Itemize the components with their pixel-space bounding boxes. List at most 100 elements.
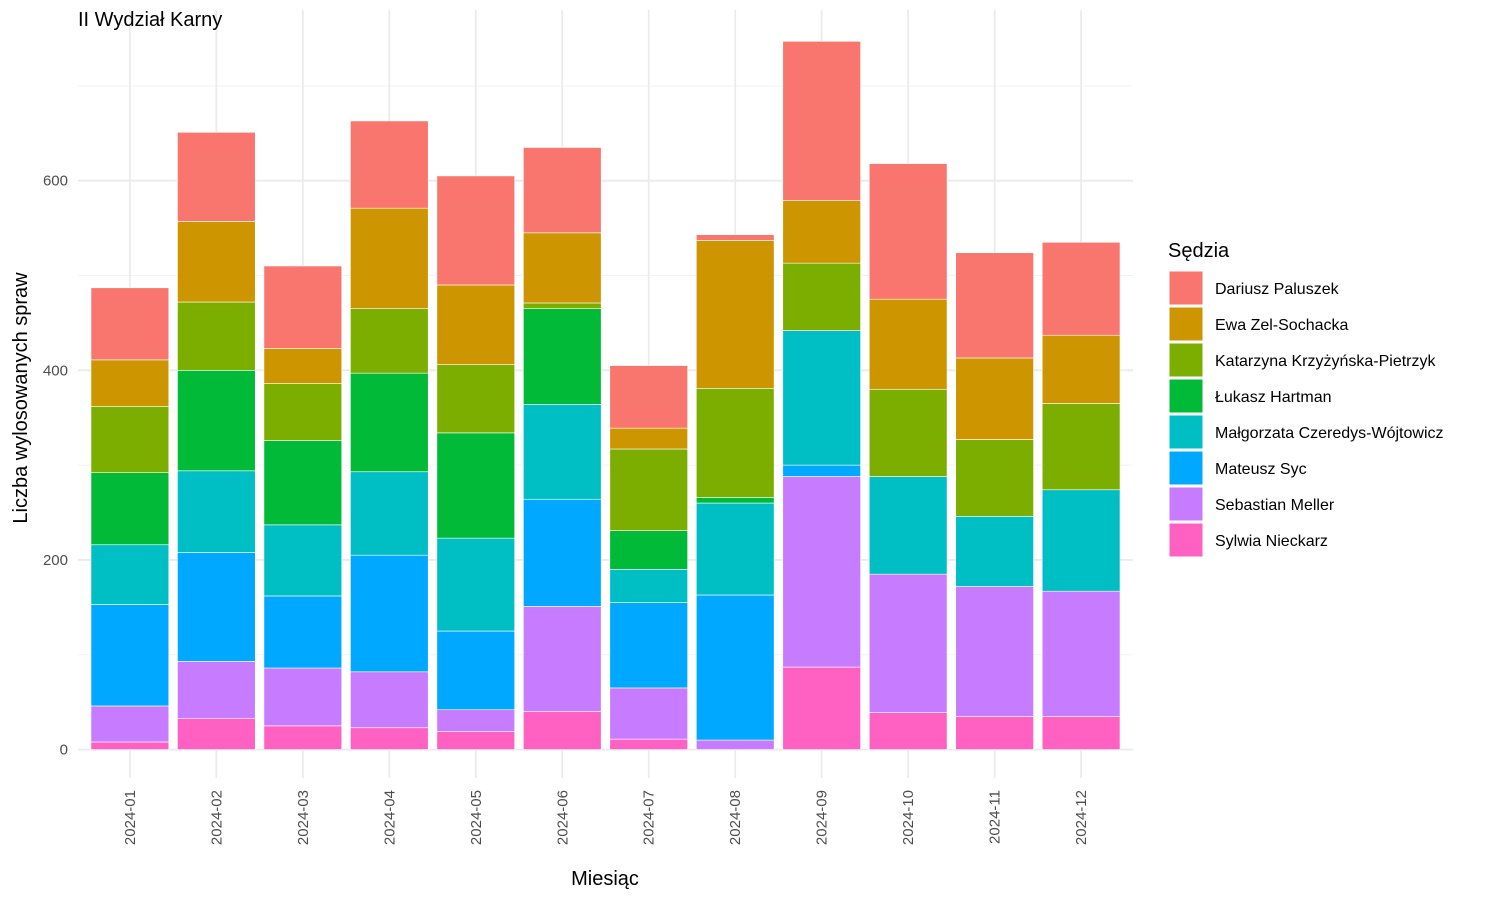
bar-segment	[263, 348, 343, 384]
legend-label: Łukasz Hartman	[1215, 389, 1332, 406]
x-axis-title: Miesiąc	[571, 868, 639, 890]
bar-segment	[955, 252, 1034, 359]
bar-segment	[523, 302, 602, 309]
bar-segment	[90, 287, 170, 361]
legend-key	[1168, 414, 1204, 450]
bar-segment	[609, 569, 688, 603]
x-tick-label: 2024-09	[814, 790, 831, 845]
bar-segment	[90, 472, 170, 546]
legend-label: Mateusz Syc	[1215, 461, 1307, 478]
bar-segment	[263, 595, 343, 669]
bar-segment	[436, 709, 516, 732]
bar-segment	[868, 712, 948, 750]
bar-segment	[782, 464, 861, 477]
bar-segment	[782, 476, 861, 668]
legend-label: Małgorzata Czeredys-Wójtowicz	[1215, 425, 1444, 442]
bar-segment	[523, 232, 602, 304]
x-axis-ticks: 2024-01 2024-02 2024-03 2024-04 2024-05 2024-…	[122, 790, 1090, 845]
bar-segment	[1041, 241, 1121, 336]
bar-segment	[1041, 334, 1121, 404]
bar-segment	[523, 404, 602, 500]
bar-segment	[782, 262, 861, 331]
bar-segment	[695, 240, 775, 389]
bar-segment	[436, 731, 516, 750]
bar-segment	[177, 221, 256, 303]
x-tick-label: 2024-10	[900, 790, 917, 845]
legend: Sędzia Dariusz Paluszek Ewa Zel-Sochacka K…	[1168, 240, 1444, 558]
bar-segments	[90, 40, 1121, 750]
x-tick-label: 2024-03	[295, 790, 312, 845]
legend-label: Ewa Zel-Sochacka	[1215, 317, 1348, 334]
bar-segment	[1041, 590, 1121, 717]
bar-segment	[609, 602, 688, 689]
legend-label: Sylwia Nieckarz	[1215, 533, 1328, 550]
y-tick-label: 600	[43, 173, 68, 190]
legend-title: Sędzia	[1168, 240, 1230, 262]
legend-label: Katarzyna Krzyżyńska-Pietrzyk	[1215, 353, 1437, 370]
bar-segment	[90, 544, 170, 605]
bar-segment	[436, 537, 516, 632]
bar-segment	[350, 120, 429, 209]
bar-segment	[90, 406, 170, 473]
bar-segment	[868, 476, 948, 575]
bar-segment	[350, 471, 429, 556]
legend-label: Dariusz Paluszek	[1215, 281, 1340, 298]
bar-segment	[523, 606, 602, 712]
bar-segment	[263, 524, 343, 597]
bar-segment	[523, 711, 602, 750]
y-tick-label: 0	[60, 742, 68, 759]
bar-segment	[263, 667, 343, 727]
bar-segment	[695, 502, 775, 596]
bar-segment	[609, 738, 688, 750]
x-tick-label: 2024-02	[208, 790, 225, 845]
bar-segment	[177, 132, 256, 222]
bar-segment	[263, 265, 343, 349]
x-tick-label: 2024-04	[381, 790, 398, 845]
bar-segment	[695, 739, 775, 750]
legend-key	[1168, 342, 1204, 378]
bar-segment	[263, 440, 343, 526]
bar-segment	[609, 448, 688, 531]
bar-segment	[782, 200, 861, 264]
bar-segment	[695, 497, 775, 504]
bar-segment	[436, 364, 516, 434]
bar-segment	[955, 586, 1034, 717]
bar-segment	[955, 357, 1034, 440]
legend-items: Dariusz Paluszek Ewa Zel-Sochacka Katarzyn…	[1168, 270, 1444, 558]
bar-segment	[609, 687, 688, 740]
bar-segment	[868, 573, 948, 713]
y-axis-ticks: 0 200 400 600	[43, 173, 68, 759]
bar-segment	[436, 284, 516, 365]
legend-label: Sebastian Meller	[1215, 497, 1335, 514]
bar-segment	[782, 666, 861, 750]
x-tick-label: 2024-01	[122, 790, 139, 845]
bar-segment	[350, 671, 429, 729]
x-tick-label: 2024-11	[987, 790, 1004, 844]
legend-key	[1168, 378, 1204, 414]
x-tick-label: 2024-05	[468, 790, 485, 845]
bar-segment	[350, 727, 429, 750]
y-tick-label: 200	[43, 552, 68, 569]
bar-segment	[177, 369, 256, 472]
bar-segment	[350, 207, 429, 309]
bar-segment	[955, 716, 1034, 750]
bar-segment	[868, 388, 948, 477]
bar-segment	[1041, 489, 1121, 592]
bar-segment	[177, 717, 256, 750]
bar-segment	[523, 147, 602, 234]
bar-segment	[263, 383, 343, 441]
bar-segment	[90, 604, 170, 707]
bar-segment	[1041, 716, 1121, 750]
legend-key	[1168, 450, 1204, 486]
x-tick-label: 2024-07	[641, 790, 658, 845]
bar-segment	[436, 432, 516, 539]
x-tick-label: 2024-08	[727, 790, 744, 845]
bar-segment	[90, 705, 170, 743]
bar-segment	[868, 163, 948, 300]
bar-segment	[868, 298, 948, 390]
bar-segment	[177, 470, 256, 553]
bar-segment	[609, 530, 688, 570]
bar-segment	[609, 365, 688, 429]
plot-title: II Wydział Karny	[78, 9, 222, 31]
bar-segment	[177, 552, 256, 662]
